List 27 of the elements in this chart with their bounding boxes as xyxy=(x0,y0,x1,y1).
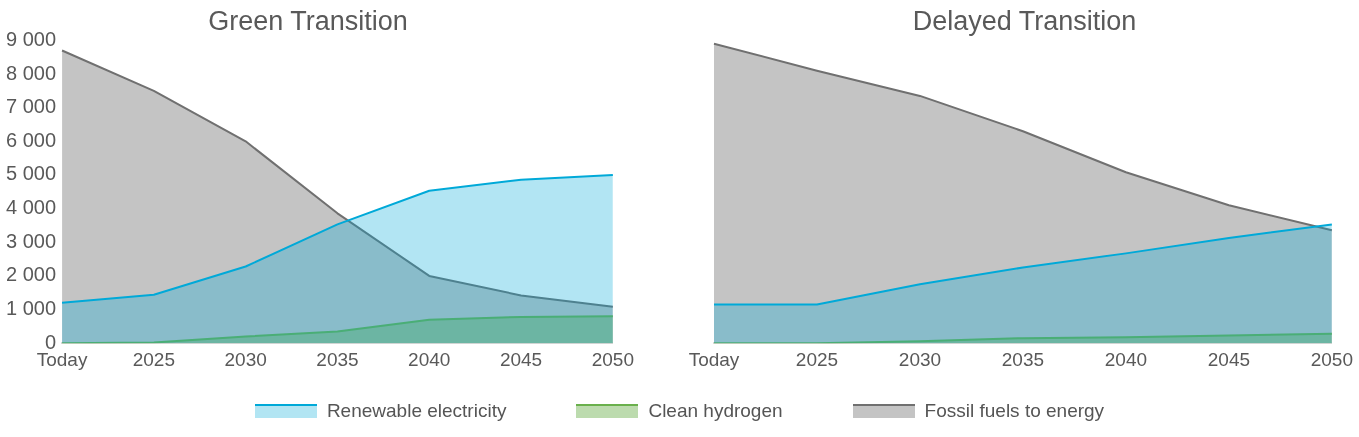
legend-label: Renewable electricity xyxy=(326,400,507,422)
x-tick-label: 2045 xyxy=(1207,348,1251,370)
y-tick-label: 9 000 xyxy=(5,27,57,50)
x-tick-label: 2025 xyxy=(795,348,839,370)
legend-label: Fossil fuels to energy xyxy=(924,400,1105,422)
x-tick-label: 2025 xyxy=(132,348,175,370)
chart-title: Delayed Transition xyxy=(912,5,1137,36)
legend-label: Clean hydrogen xyxy=(648,400,783,422)
y-tick-label: 3 000 xyxy=(5,229,57,252)
x-tick-label: Today xyxy=(688,348,740,370)
x-tick-label: 2045 xyxy=(499,348,543,370)
x-tick-label: 2040 xyxy=(408,348,451,370)
x-tick-label: 2050 xyxy=(1310,348,1354,370)
y-tick-label: 5 000 xyxy=(5,162,57,185)
chart-title: Green Transition xyxy=(208,5,408,36)
y-tick-label: 1 000 xyxy=(5,297,57,320)
y-tick-label: 4 000 xyxy=(5,196,57,219)
y-tick-label: 6 000 xyxy=(5,128,57,151)
y-tick-label: 2 000 xyxy=(5,263,57,286)
x-tick-label: 2030 xyxy=(898,348,942,370)
x-tick-label: 2040 xyxy=(1104,348,1148,370)
y-tick-label: 8 000 xyxy=(5,61,57,84)
x-tick-label: 2030 xyxy=(224,348,267,370)
x-tick-label: 2050 xyxy=(591,348,635,370)
x-tick-label: 2035 xyxy=(1001,348,1045,370)
x-tick-label: 2035 xyxy=(316,348,359,370)
y-tick-label: 7 000 xyxy=(5,95,57,118)
